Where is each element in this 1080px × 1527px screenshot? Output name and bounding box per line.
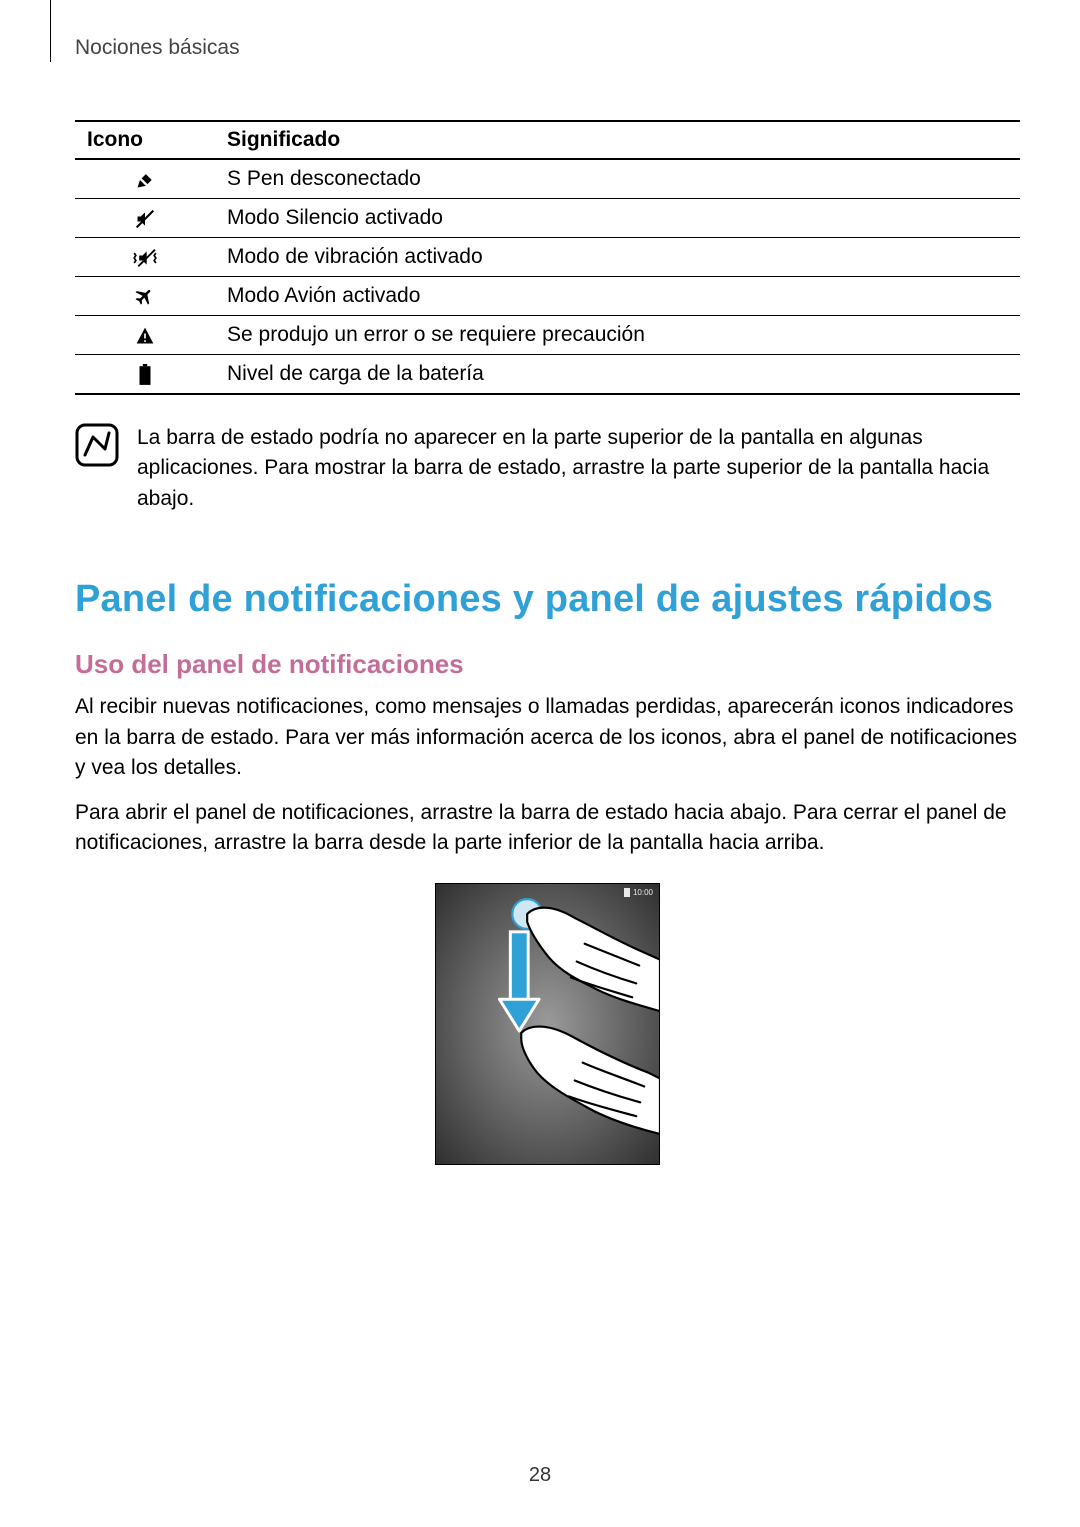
note-text: La barra de estado podría no aparecer en… [137,423,1020,514]
note-icon [75,423,119,467]
subsection-title: Uso del panel de notificaciones [75,649,1020,680]
table-header-meaning: Significado [215,121,1020,159]
table-header-icon: Icono [75,121,215,159]
table-row: Modo Avión activado [75,277,1020,316]
table-row: S Pen desconectado [75,159,1020,199]
spen-icon [75,159,215,199]
vibrate-icon [75,238,215,277]
airplane-icon [75,277,215,316]
table-cell-meaning: Modo de vibración activado [215,238,1020,277]
running-header: Nociones básicas [75,36,1020,60]
gesture-illustration [436,884,659,1164]
note-block: La barra de estado podría no aparecer en… [75,423,1020,514]
table-row: Modo de vibración activado [75,238,1020,277]
table-row: Nivel de carga de la batería [75,355,1020,395]
paragraph-1: Al recibir nuevas notificaciones, como m… [75,692,1020,783]
table-cell-meaning: Nivel de carga de la batería [215,355,1020,395]
table-cell-meaning: Se produjo un error o se requiere precau… [215,316,1020,355]
table-cell-meaning: Modo Avión activado [215,277,1020,316]
section-title: Panel de notificaciones y panel de ajust… [75,578,1020,621]
table-cell-meaning: Modo Silencio activado [215,199,1020,238]
table-cell-meaning: S Pen desconectado [215,159,1020,199]
page-number: 28 [0,1464,1080,1487]
table-row: Se produjo un error o se requiere precau… [75,316,1020,355]
gesture-figure: 10:00 [435,883,660,1165]
margin-rule [50,0,51,62]
table-header-row: Icono Significado [75,121,1020,159]
table-row: Modo Silencio activado [75,199,1020,238]
warning-icon [75,316,215,355]
page-content: Nociones básicas Icono Significado S Pen… [75,36,1020,1165]
battery-icon [75,355,215,395]
icon-meaning-table: Icono Significado S Pen desconectado Mod… [75,120,1020,395]
paragraph-2: Para abrir el panel de notificaciones, a… [75,798,1020,859]
mute-icon [75,199,215,238]
